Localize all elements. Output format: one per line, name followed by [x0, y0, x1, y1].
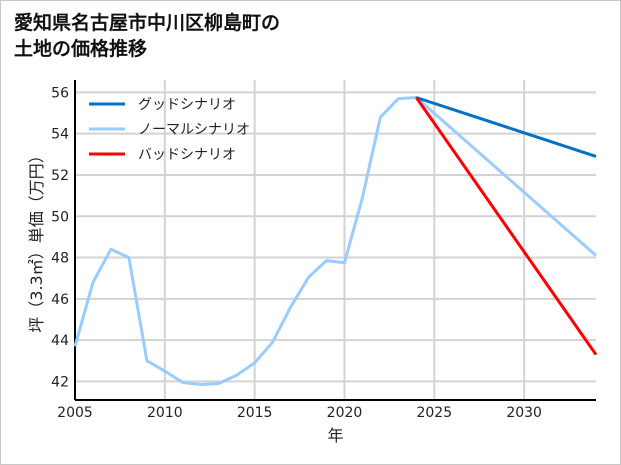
y-tick-label: 46: [51, 292, 69, 308]
y-tick-label: 42: [51, 374, 69, 390]
series-line-0: [415, 96, 597, 158]
series-line-1: [73, 96, 597, 386]
x-axis-label: 年: [327, 426, 343, 445]
title-line-1: 愛知県名古屋市中川区柳島町の: [14, 12, 281, 34]
x-tick-label: 2015: [237, 405, 273, 421]
x-tick-label: 2025: [416, 405, 452, 421]
series-line-2: [415, 96, 598, 356]
x-tick-label: 2010: [147, 405, 183, 421]
y-tick-label: 48: [51, 251, 69, 267]
y-axis-label: 坪（3.3㎡）単価（万円）: [27, 147, 46, 332]
y-tick-label: 54: [51, 127, 69, 143]
y-tick-label: 44: [51, 333, 69, 349]
x-tick-label: 2030: [506, 405, 542, 421]
y-tick-label: 50: [51, 209, 69, 225]
y-tick-label: 56: [51, 85, 69, 101]
legend-label-1: ノーマルシナリオ: [138, 122, 250, 138]
legend-label-0: グッドシナリオ: [138, 97, 236, 113]
x-tick-label: 2020: [327, 405, 363, 421]
title-line-2: 土地の価格推移: [14, 38, 148, 60]
legend-label-2: バッドシナリオ: [138, 147, 236, 163]
chart-title: 愛知県名古屋市中川区柳島町の 土地の価格推移: [14, 10, 280, 62]
x-tick-label: 2005: [57, 405, 93, 421]
y-tick-label: 52: [51, 168, 69, 184]
